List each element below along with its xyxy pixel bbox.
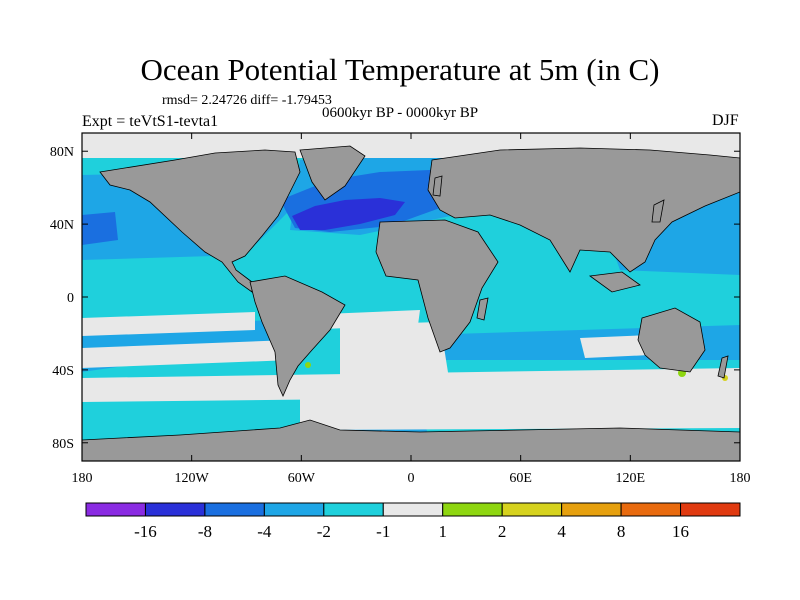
season-label: DJF — [712, 112, 739, 129]
colorbar-label: 8 — [617, 522, 626, 541]
x-tick-label: 180 — [72, 471, 93, 486]
land-eurasia — [427, 147, 740, 273]
x-tick-label: 120E — [616, 471, 646, 486]
colorbar-box — [561, 502, 622, 517]
colorbar-box — [501, 502, 563, 517]
colorbar-box — [323, 502, 384, 517]
colorbar-label: 1 — [438, 522, 447, 541]
land-africa — [375, 219, 499, 353]
anomaly-band — [292, 198, 405, 230]
land — [82, 145, 740, 461]
y-tick-label: 80N — [50, 145, 74, 160]
land-indonesia — [588, 271, 641, 293]
land-south-america — [249, 275, 346, 397]
near-zero-region — [82, 312, 255, 336]
near-zero-region — [300, 390, 740, 430]
colorbar-label: -4 — [257, 522, 272, 541]
colorbar-box — [204, 502, 265, 517]
x-tick-label: 0 — [408, 471, 415, 486]
colorbar-box — [144, 502, 206, 517]
colorbar-label: -2 — [317, 522, 331, 541]
colorbar-label: -16 — [134, 522, 157, 541]
y-tick-label: 40S — [52, 364, 74, 379]
chart-title: Ocean Potential Temperature at 5m (in C) — [140, 52, 660, 87]
colorbar-label: 2 — [498, 522, 507, 541]
colorbar-box — [263, 502, 325, 517]
anomaly-band — [82, 212, 118, 245]
x-tick-label: 60W — [288, 471, 316, 486]
land-uk — [432, 175, 443, 197]
colorbar-box — [382, 502, 444, 517]
near-zero-region — [82, 340, 292, 368]
land-greenland — [299, 145, 366, 201]
colorbar: -16 -8 -4 -2 -1 1 2 4 8 16 — [85, 502, 741, 541]
warm-patch — [305, 362, 311, 368]
time-period: 0600kyr BP - 0000kyr BP — [322, 105, 479, 121]
colorbar-label: -8 — [198, 522, 212, 541]
x-tick-label: 120W — [175, 471, 210, 486]
land-north-america — [99, 149, 301, 293]
colorbar-label: 4 — [557, 522, 566, 541]
land-madagascar — [476, 297, 489, 321]
rmsd-diff-stats: rmsd= 2.24726 diff= -1.79453 — [162, 93, 332, 108]
x-tick-label: 180 — [730, 471, 751, 486]
colorbar-label: -1 — [376, 522, 390, 541]
y-tick-label: 0 — [67, 291, 74, 306]
colorbar-box — [680, 502, 741, 517]
land-japan — [651, 199, 665, 223]
map-area — [82, 133, 740, 461]
x-tick-label: 60E — [509, 471, 532, 486]
land-antarctica — [82, 419, 740, 461]
colorbar-label: 16 — [672, 522, 689, 541]
colorbar-box — [442, 502, 503, 517]
colorbar-box — [620, 502, 682, 517]
land-new-zealand — [717, 355, 729, 379]
colorbar-box — [85, 502, 146, 517]
y-tick-label: 40N — [50, 218, 74, 233]
y-axis: 80N 40N 0 40S 80S — [50, 145, 740, 452]
land-australia — [637, 307, 706, 373]
y-tick-label: 80S — [52, 437, 74, 452]
x-axis: 180 120W 60W 0 60E 120E 180 — [72, 133, 751, 486]
experiment-label: Expt = teVtS1-tevta1 — [82, 113, 219, 130]
near-zero-region — [580, 335, 650, 358]
